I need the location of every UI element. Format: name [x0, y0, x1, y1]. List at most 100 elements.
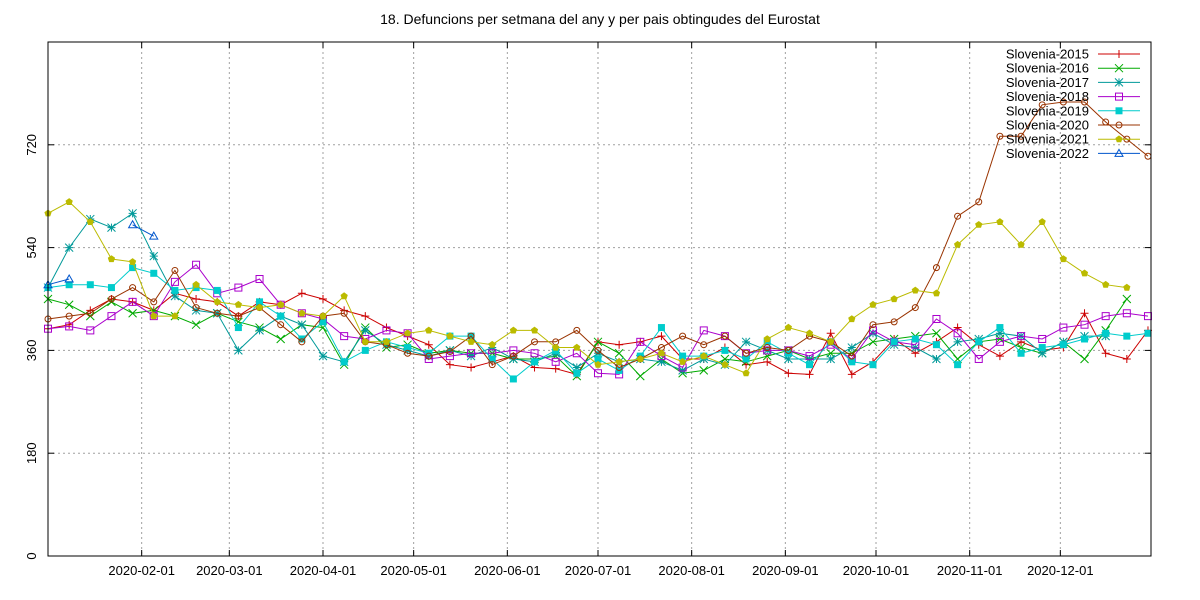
data-point [848, 315, 856, 323]
data-point [847, 370, 856, 379]
data-point [954, 361, 962, 369]
data-point [573, 343, 581, 351]
data-point [847, 343, 857, 352]
data-point [127, 219, 138, 229]
data-point [361, 338, 369, 345]
data-point [509, 346, 518, 355]
legend-item: Slovenia-2018 [1006, 89, 1140, 104]
data-point [340, 332, 349, 341]
data-point [297, 289, 306, 298]
data-point [86, 281, 94, 289]
plot-frame [47, 41, 1152, 557]
data-point [234, 346, 243, 355]
data-point [763, 346, 772, 355]
data-point [573, 326, 581, 334]
data-point [954, 212, 962, 220]
data-point [593, 337, 603, 347]
legend-item: Slovenia-2015 [1006, 47, 1140, 62]
data-point [910, 343, 920, 352]
x-tick-label: 2020-12-01 [1027, 563, 1094, 578]
data-point [467, 349, 476, 358]
data-point [869, 361, 877, 369]
data-point [1080, 354, 1089, 364]
legend-marker [1115, 50, 1123, 58]
data-point [1038, 218, 1046, 225]
data-point [129, 284, 137, 292]
series-layer [43, 98, 1152, 383]
data-point [868, 328, 878, 338]
x-tick-label: 2020-02-01 [108, 563, 175, 578]
data-point [1102, 280, 1110, 288]
data-point [234, 283, 243, 292]
data-point [425, 326, 433, 334]
data-point [679, 358, 687, 365]
data-point [614, 348, 624, 358]
data-point [784, 369, 793, 378]
data-point [530, 326, 539, 334]
data-point [318, 351, 328, 361]
data-point [404, 349, 412, 357]
data-point [1080, 320, 1089, 329]
data-point [404, 344, 412, 352]
data-point [1102, 329, 1110, 337]
data-point [488, 355, 496, 363]
series-slovenia-2016 [43, 294, 1132, 381]
data-point [191, 320, 201, 330]
data-point [742, 355, 750, 363]
data-point [995, 328, 1005, 338]
data-point [360, 326, 370, 335]
data-point [445, 346, 455, 355]
data-point [340, 358, 348, 366]
data-point [86, 326, 95, 335]
legend-marker [1114, 78, 1124, 87]
data-point [277, 312, 285, 320]
data-point [171, 312, 179, 320]
data-point [657, 332, 666, 341]
data-point [531, 338, 539, 346]
data-point [700, 352, 708, 360]
y-tick-label: 360 [24, 340, 39, 362]
data-point [446, 348, 454, 356]
data-point [488, 361, 496, 369]
data-point [615, 358, 623, 365]
data-point [763, 357, 772, 366]
data-point [213, 286, 221, 294]
data-point [848, 358, 856, 366]
data-point [636, 337, 645, 346]
data-point [932, 341, 940, 349]
data-point [1123, 332, 1131, 340]
axis-ticks: 0 180 360 540 720 2020-02-01 2020-03-01 2020-04… [24, 42, 1151, 578]
data-point [1122, 294, 1132, 304]
data-point [1101, 312, 1110, 321]
data-point [805, 329, 814, 337]
data-point [995, 337, 1004, 346]
data-point [572, 363, 582, 372]
data-point [593, 369, 602, 378]
data-point [148, 231, 159, 240]
data-point [1122, 309, 1131, 318]
data-point [382, 338, 391, 345]
legend-item: Slovenia-2020 [1006, 118, 1140, 133]
data-point [996, 132, 1004, 140]
data-point [1059, 323, 1068, 332]
data-point [1059, 341, 1067, 349]
data-point [1123, 283, 1131, 291]
y-tick-label: 180 [24, 442, 39, 464]
data-point [1081, 335, 1089, 343]
grid-lines [48, 42, 1151, 556]
data-point [65, 281, 73, 289]
data-point [531, 358, 539, 366]
series-line [47, 201, 1127, 374]
data-point [170, 277, 179, 286]
data-point [763, 344, 771, 352]
data-point [234, 300, 242, 308]
data-point [509, 375, 517, 383]
data-point [192, 295, 201, 303]
data-point [1017, 240, 1025, 248]
legend-item: Slovenia-2021 [1006, 132, 1140, 147]
data-point [763, 335, 771, 343]
data-point [932, 289, 941, 297]
legend-marker [1115, 92, 1123, 101]
data-point [784, 323, 792, 331]
data-point [255, 303, 264, 311]
